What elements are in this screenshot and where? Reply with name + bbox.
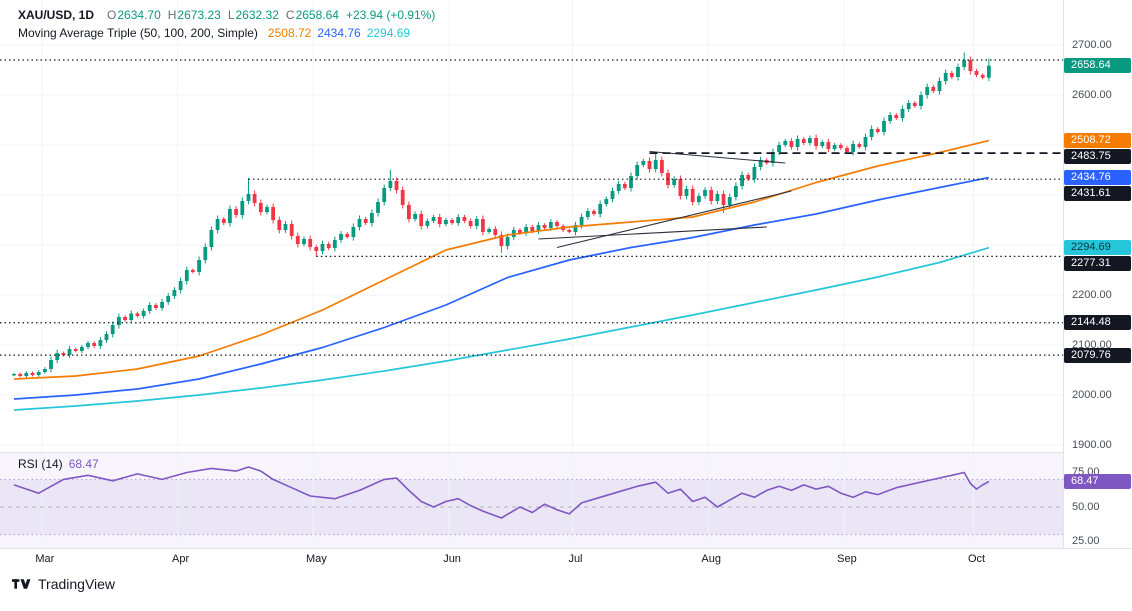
- rsi-indicator-label: RSI (14): [18, 457, 63, 471]
- open-value: 2634.70: [117, 8, 161, 22]
- tradingview-logo-icon[interactable]: [12, 577, 31, 592]
- rsi-line[interactable]: [13, 466, 990, 519]
- ma200-line[interactable]: [13, 246, 990, 411]
- ma200-value: 2294.69: [366, 26, 411, 40]
- symbol-title[interactable]: XAU/USD, 1D: [18, 8, 95, 22]
- footer: TradingView: [12, 576, 115, 592]
- ma100-line[interactable]: [13, 176, 990, 400]
- price-label-badge: 2508.72: [1064, 133, 1131, 149]
- price-label-badge: 68.47: [1064, 474, 1131, 489]
- rsi-tick: 25.00: [1072, 535, 1100, 547]
- change-value: +23.94 (+0.91%): [345, 8, 436, 22]
- rsi-pane-bg: [0, 452, 1063, 548]
- month-label: Mar: [35, 553, 55, 565]
- rsi-legend-row[interactable]: RSI (14) 68.47: [18, 457, 99, 471]
- price-label-badge: 2079.76: [1064, 347, 1131, 363]
- price-tick: 2200.00: [1072, 288, 1112, 301]
- month-label: Apr: [172, 553, 190, 565]
- ma50-line[interactable]: [13, 139, 990, 380]
- close-label: C: [285, 8, 295, 22]
- month-label: May: [305, 553, 327, 565]
- ma50-value: 2508.72: [267, 26, 312, 40]
- rsi-tick: 50.00: [1072, 500, 1100, 513]
- candles-series: [12, 52, 991, 378]
- open-label: O: [107, 8, 117, 22]
- price-label-badge: 2434.76: [1064, 170, 1131, 186]
- price-label-badge: 2431.61: [1064, 186, 1131, 202]
- ma-indicator-label: Moving Average Triple (50, 100, 200, Sim…: [18, 26, 258, 40]
- price-axis[interactable]: 2700.00 2600.00 2200.00 2100.00 2000.00 1900.…: [1063, 0, 1132, 548]
- dotted-levels[interactable]: [0, 59, 1063, 356]
- price-label-badge: 2483.75: [1064, 149, 1131, 165]
- brand-name[interactable]: TradingView: [38, 576, 116, 592]
- price-label-badge: 2277.31: [1064, 256, 1131, 272]
- price-tick: 2000.00: [1072, 388, 1112, 401]
- month-label: Sep: [837, 553, 857, 565]
- month-label: Aug: [701, 553, 721, 565]
- month-label: Oct: [967, 553, 986, 565]
- price-tick: 2600.00: [1072, 88, 1112, 101]
- low-label: L: [227, 8, 235, 22]
- ma-legend-row[interactable]: Moving Average Triple (50, 100, 200, Sim…: [18, 26, 410, 40]
- price-label-badge: 2294.69: [1064, 240, 1131, 256]
- chart-canvas[interactable]: [0, 0, 1063, 550]
- price-label-badge: 2144.48: [1064, 315, 1131, 331]
- close-value: 2658.64: [295, 8, 339, 22]
- price-tick: 2100.00: [1072, 338, 1112, 351]
- ma100-value: 2434.76: [317, 26, 361, 40]
- trendlines[interactable]: [538, 150, 792, 249]
- symbol-legend-row[interactable]: XAU/USD, 1D O2634.70 H2673.23 L2632.32 C2658…: [18, 8, 435, 22]
- rsi-guides: [0, 478, 1063, 536]
- price-label-badge: 2658.64: [1064, 58, 1131, 74]
- price-tick: 2700.00: [1072, 38, 1112, 51]
- low-value: 2632.32: [235, 8, 279, 22]
- month-label: Jun: [443, 553, 461, 565]
- high-value: 2673.23: [177, 8, 221, 22]
- rsi-value: 68.47: [68, 457, 99, 471]
- time-axis[interactable]: Mar Apr May Jun Jul Aug Sep Oct: [0, 548, 1132, 569]
- high-label: H: [167, 8, 177, 22]
- price-tick: 1900.00: [1072, 438, 1112, 451]
- month-label: Jul: [568, 553, 583, 565]
